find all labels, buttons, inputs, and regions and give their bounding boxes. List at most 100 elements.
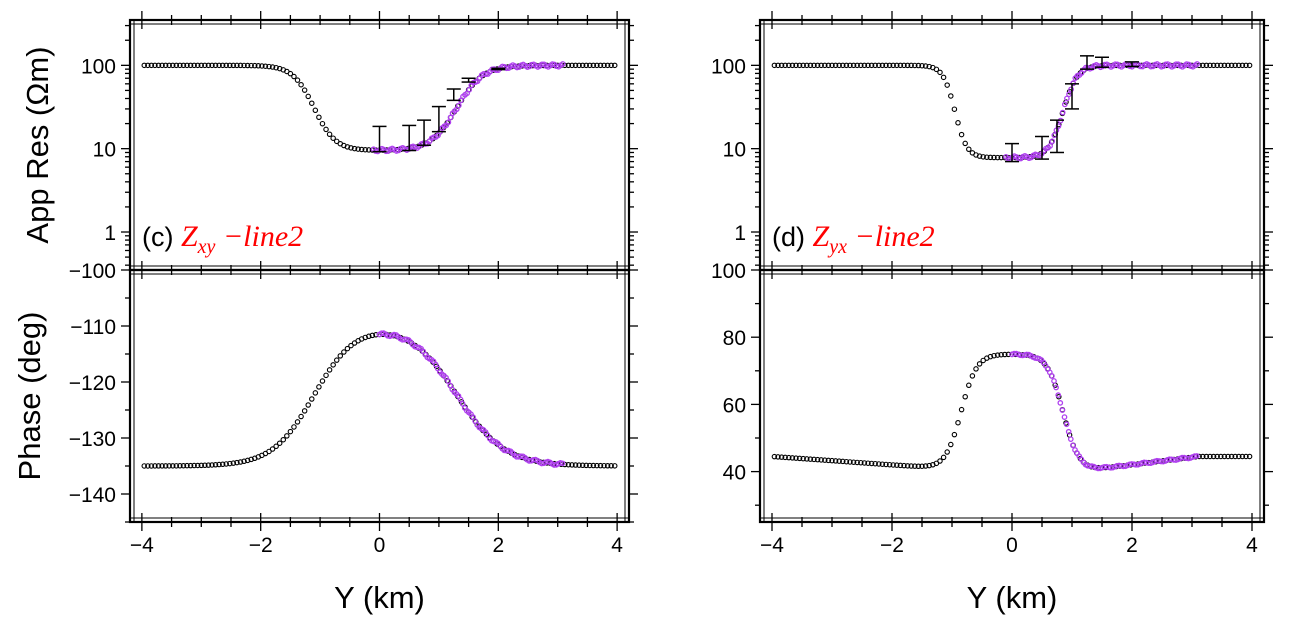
model-point-res	[234, 62, 240, 69]
model-point-phase	[601, 462, 607, 469]
observed-point-phase	[1059, 407, 1066, 414]
model-point-res	[594, 62, 600, 69]
model-point-res	[230, 62, 237, 69]
panel-letter: (c)	[142, 222, 181, 252]
model-point-phase	[212, 462, 219, 468]
model-point-phase	[912, 463, 918, 469]
model-point-phase	[583, 462, 589, 469]
model-point-phase	[597, 462, 604, 469]
model-point-res	[590, 62, 597, 69]
model-point-res	[944, 82, 950, 88]
model-point-res	[166, 62, 172, 69]
model-point-phase	[840, 458, 846, 465]
model-point-res	[597, 62, 604, 69]
model-point-res	[1239, 62, 1246, 69]
top-y-tick-label: 1	[734, 222, 746, 245]
model-point-phase	[155, 463, 162, 469]
model-point-phase	[276, 440, 283, 446]
model-point-res	[890, 62, 896, 69]
model-point-phase	[576, 462, 582, 468]
observed-point-phase	[1070, 442, 1076, 449]
model-point-res	[843, 62, 850, 69]
top-y-tick-label: 1	[104, 222, 116, 245]
model-point-res	[962, 140, 968, 147]
model-point-phase	[216, 461, 222, 468]
model-point-res	[789, 62, 796, 69]
observed-point-phase	[1061, 414, 1068, 420]
error-bar	[1035, 135, 1049, 160]
model-point-res	[822, 62, 828, 69]
bottom-y-tick-label: −140	[69, 484, 116, 507]
model-point-phase	[366, 333, 372, 340]
model-point-res	[850, 62, 857, 69]
observed-point-phase	[445, 378, 451, 384]
model-point-phase	[1221, 453, 1228, 460]
observed-point-phase	[457, 396, 464, 403]
model-point-phase	[291, 424, 297, 430]
model-point-phase	[1246, 453, 1253, 460]
x-axis-title: Y (km)	[334, 580, 425, 615]
model-point-phase	[786, 454, 792, 461]
observed-point-phase	[1049, 373, 1055, 379]
model-point-res	[611, 62, 618, 69]
model-point-phase	[162, 463, 169, 469]
model-point-res	[786, 62, 792, 69]
bottom-y-tick-label: −110	[70, 316, 116, 339]
panel-symbol: Z	[813, 220, 830, 253]
model-point-phase	[969, 373, 976, 379]
observed-point-res	[1047, 143, 1053, 149]
model-point-res	[241, 62, 247, 69]
model-point-res	[984, 154, 990, 160]
model-point-res	[159, 62, 165, 69]
model-point-phase	[180, 462, 187, 469]
x-tick-label: 0	[374, 534, 386, 557]
model-point-res	[796, 62, 803, 69]
observed-point-res	[445, 119, 452, 126]
model-point-phase	[948, 441, 954, 448]
model-point-phase	[294, 419, 301, 425]
bottom-y-tick-label: 60	[723, 394, 746, 417]
model-point-phase	[796, 455, 803, 462]
model-point-phase	[868, 460, 875, 467]
model-point-phase	[825, 457, 832, 464]
model-point-res	[205, 62, 212, 69]
model-point-phase	[872, 460, 878, 467]
model-point-res	[793, 62, 799, 69]
model-point-phase	[814, 456, 821, 463]
model-point-res	[966, 146, 972, 153]
model-point-res	[804, 62, 810, 69]
model-point-res	[219, 62, 226, 69]
model-point-res	[184, 62, 190, 69]
model-point-phase	[266, 448, 272, 455]
model-point-phase	[775, 454, 781, 460]
top-y-axis-title: App Res (Ωm)	[20, 46, 55, 243]
model-point-phase	[1243, 453, 1249, 460]
top-y-tick-label: 100	[81, 55, 116, 78]
model-point-phase	[782, 454, 788, 461]
model-point-phase	[237, 459, 244, 465]
model-point-phase	[991, 352, 997, 359]
model-point-res	[587, 62, 593, 69]
model-point-res	[818, 62, 824, 69]
x-tick-label: −4	[760, 534, 784, 557]
model-point-phase	[987, 353, 994, 360]
observed-point-phase	[1057, 400, 1064, 406]
error-bar	[1080, 55, 1094, 70]
model-point-res	[294, 77, 301, 83]
error-bar	[1050, 119, 1064, 154]
model-point-phase	[373, 332, 379, 338]
model-point-phase	[778, 454, 785, 460]
model-point-phase	[1225, 453, 1231, 460]
observed-point-phase	[1055, 392, 1062, 398]
model-point-phase	[269, 446, 276, 452]
model-point-phase	[330, 362, 336, 368]
model-point-phase	[205, 462, 212, 468]
model-point-phase	[209, 462, 215, 468]
model-point-res	[958, 131, 965, 138]
model-point-res	[1246, 62, 1253, 69]
model-point-res	[576, 62, 582, 69]
model-point-res	[269, 64, 276, 70]
error-bar	[1125, 61, 1139, 68]
model-point-res	[1218, 62, 1224, 69]
